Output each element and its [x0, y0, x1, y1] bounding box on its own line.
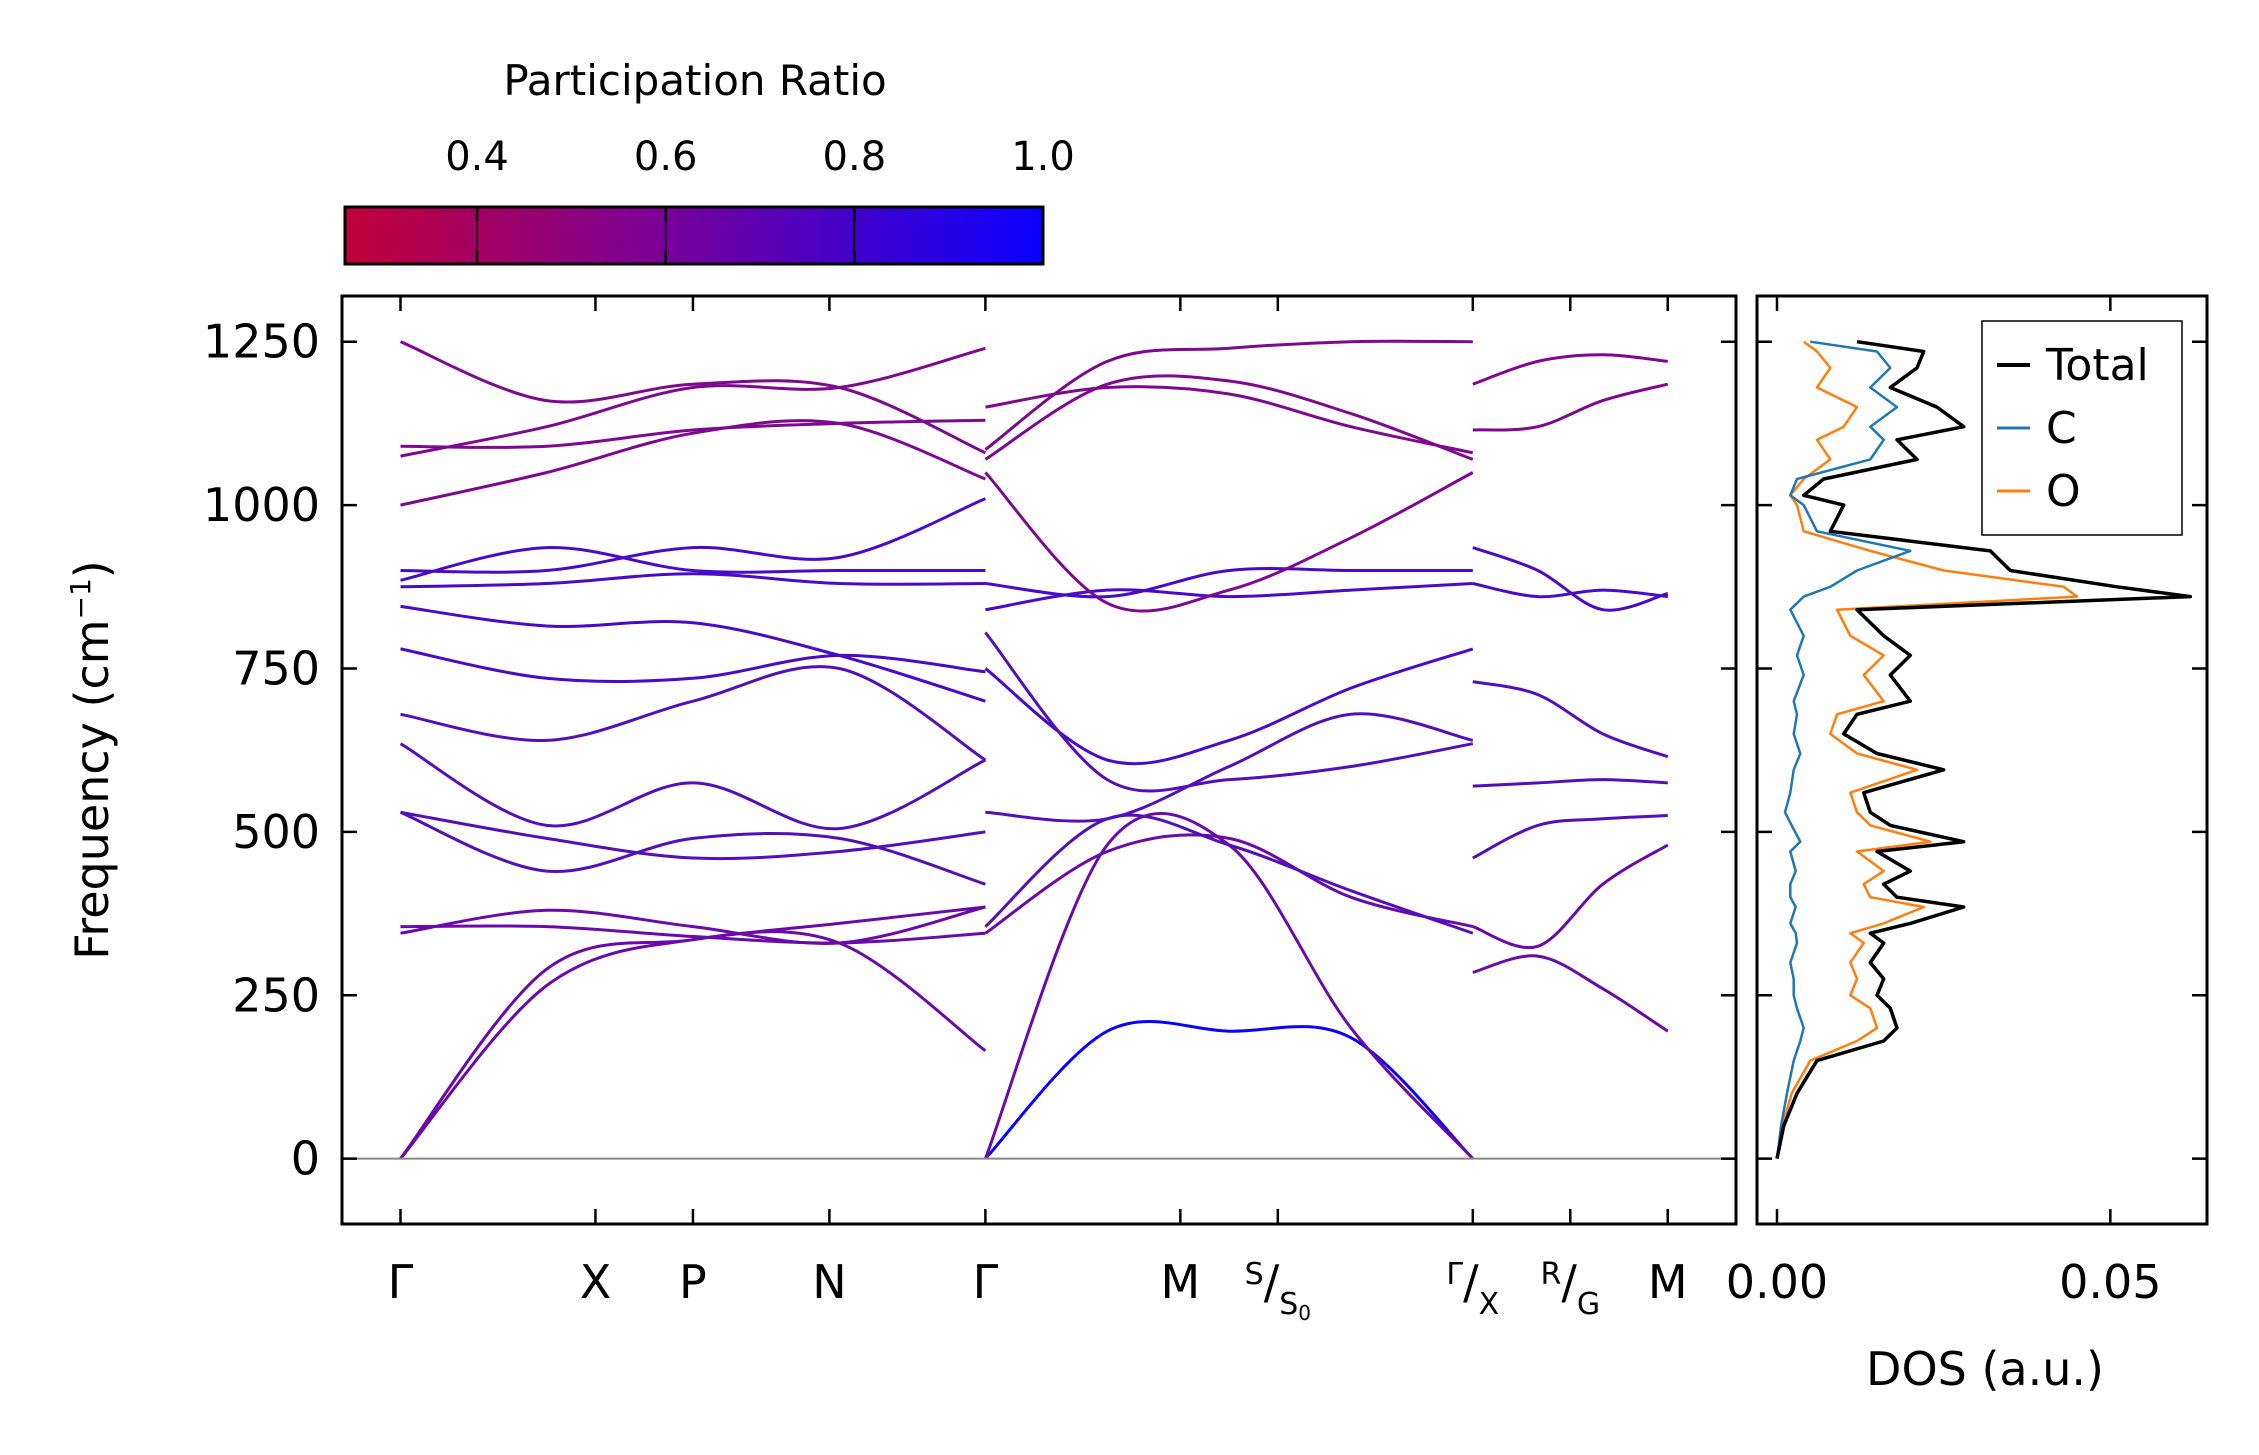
kpoint-label: P	[679, 1255, 707, 1309]
kpoint-label: Γ	[973, 1255, 999, 1309]
colorbar-tick-label: 0.4	[445, 134, 509, 180]
dos-tick-label: 0.00	[1726, 1255, 1828, 1309]
phonon-band	[400, 604, 986, 703]
y-tick-label: 0	[291, 1132, 320, 1186]
phonon-band	[1472, 778, 1668, 788]
y-tick-label: 1000	[203, 478, 320, 532]
legend-label: O	[2046, 466, 2081, 517]
colorbar-tick-label: 0.8	[823, 134, 887, 180]
colorbar-tick-label: 1.0	[1011, 134, 1075, 180]
phonon-band	[1472, 954, 1669, 1033]
kpoint-label: N	[812, 1255, 846, 1309]
phonon-band	[985, 385, 1474, 455]
phonon-band	[984, 1020, 1474, 1160]
phonon-band	[399, 340, 987, 455]
phonon-band	[399, 930, 987, 1160]
dos-panel: 0.00 0.05 DOS (a.u.) Total CO	[1726, 294, 2209, 1396]
phonon-band	[400, 346, 986, 458]
phonon-band	[984, 833, 1474, 935]
y-tick-label: 250	[232, 968, 320, 1022]
dos-x-label: DOS (a.u.)	[1866, 1342, 2104, 1396]
kpoint-label: Γ	[388, 1255, 414, 1309]
phonon-band	[985, 712, 1474, 823]
phonon-band	[1472, 843, 1669, 950]
phonon-band	[984, 471, 1474, 613]
phonon-band	[1472, 546, 1669, 612]
phonon-band	[985, 567, 1473, 599]
dos-y-ticks	[1757, 340, 2207, 1160]
kpoint-label: X	[580, 1255, 612, 1309]
legend-label: Total	[2045, 340, 2149, 391]
kpoint-label: R/G	[1540, 1255, 1600, 1322]
kpoint-label: S/S0	[1245, 1255, 1311, 1325]
band-y-ticks: 0 250 500 750 1000 1250	[203, 315, 1736, 1186]
phonon-band	[400, 924, 986, 945]
phonon-band	[1472, 814, 1668, 860]
phonon-band	[400, 647, 986, 684]
phonon-band	[400, 497, 986, 574]
dos-tick-label: 0.05	[2059, 1255, 2161, 1309]
phonon-band	[1472, 582, 1668, 599]
dos-axes-frame	[1755, 294, 2209, 1226]
dos-legend: Total CO	[1981, 320, 2183, 536]
phonon-band	[400, 572, 986, 589]
band-x-ticks: Γ X P N Γ M S/S0 Γ/X R/G M	[388, 296, 1688, 1325]
phonon-band	[984, 647, 1474, 766]
phonon-band	[399, 905, 986, 1160]
band-structure-panel: 0 250 500 750 1000 1250 Γ X P N Γ M S/S0 Γ/X R/G M Fre…	[64, 294, 1738, 1325]
phonon-band	[400, 419, 986, 507]
dos-x-ticks: 0.00 0.05	[1726, 296, 2162, 1309]
kpoint-label: Γ/X	[1446, 1255, 1499, 1322]
y-tick-label: 500	[232, 805, 320, 859]
legend-label: C	[2046, 403, 2077, 454]
dos-lines	[1775, 339, 2193, 1159]
phonon-band	[984, 631, 1474, 793]
kpoint-label: M	[1160, 1255, 1200, 1309]
y-tick-label: 750	[232, 642, 320, 696]
phonon-band	[1472, 680, 1669, 759]
colorbar-gradient	[343, 205, 1045, 266]
colorbar-title: Participation Ratio	[503, 56, 886, 105]
dos-curve-c	[1775, 340, 1912, 1159]
band-axes-frame	[340, 294, 1738, 1226]
phonon-band	[399, 742, 987, 831]
phonon-band	[400, 418, 986, 449]
phonon-band	[1472, 382, 1669, 432]
phonon-band	[984, 812, 1474, 1160]
dos-curve-total	[1775, 339, 2193, 1159]
band-lines	[399, 339, 1669, 1160]
phonon-band	[400, 810, 986, 861]
phonon-band	[400, 546, 986, 582]
phonon-band	[1472, 353, 1668, 386]
phonon-band	[984, 813, 1474, 935]
phonon-band	[400, 665, 987, 762]
phonon-band	[984, 339, 1473, 451]
band-y-label: Frequency (cm−1)	[64, 560, 119, 960]
colorbar-tick-label: 0.6	[634, 134, 698, 180]
phonon-band	[399, 810, 986, 886]
phonon-band	[984, 374, 1474, 461]
phonon-band	[400, 905, 986, 945]
kpoint-label: M	[1648, 1255, 1688, 1309]
colorbar-ticks: 0.4 0.6 0.8 1.0	[445, 134, 1075, 264]
phonon-band	[985, 582, 1473, 612]
y-tick-label: 1250	[203, 315, 320, 369]
colorbar: Participation Ratio 0.4 0.6 0.8 1.0	[343, 56, 1075, 266]
